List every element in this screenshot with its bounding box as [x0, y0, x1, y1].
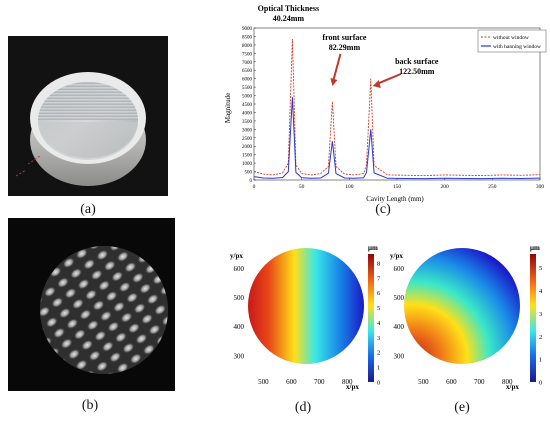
colorbar-tick-label: 3 [539, 311, 542, 318]
x-tick-label: 600 [446, 378, 457, 386]
x-axis-label-d: x/px [346, 383, 359, 391]
caption-b: (b) [81, 398, 99, 413]
colorbar-tick-label: 8 [377, 260, 380, 267]
x-tick-label: 500 [418, 378, 429, 386]
colorbar-tick-label: 3 [377, 335, 380, 342]
y-tick-label: 500 [394, 294, 405, 302]
y-tick-label: 5000 [242, 95, 253, 100]
y-tick-label: 600 [394, 265, 405, 273]
colorbar-tick-label: 2 [377, 350, 380, 357]
front-surface-arrowhead [330, 78, 338, 86]
spectrum-plot: 0500100015002000250030003500400045005000… [224, 4, 547, 203]
interferogram-photo [8, 218, 175, 391]
y-tick-label: 500 [245, 171, 253, 176]
colorbar-tick-label: 4 [377, 320, 381, 327]
y-tick-label: 5500 [242, 86, 253, 91]
colorbar-d [368, 254, 374, 382]
y-tick-label: 7000 [242, 61, 253, 66]
caption-d: (d) [294, 400, 312, 415]
back-surface-arrowhead [372, 80, 381, 88]
interferogram-drawing [8, 218, 175, 391]
caption-e: (e) [454, 400, 470, 415]
colorbar-unit-d: μm [368, 244, 378, 252]
y-tick-label: 300 [394, 352, 405, 360]
caption-c: (c) [375, 202, 391, 217]
y-tick-label: 4000 [242, 111, 253, 116]
annotation-back-surface: back surface [395, 57, 439, 66]
colorbar-unit-e: μm [530, 244, 540, 252]
y-tick-label: 3500 [242, 120, 253, 125]
x-tick-label: 600 [286, 378, 297, 386]
x-tick-label: 150 [393, 184, 402, 190]
x-tick-label: 700 [314, 378, 325, 386]
y-tick-label: 500 [234, 294, 245, 302]
x-axis-label: Cavity Length (mm) [366, 195, 424, 203]
y-tick-label: 300 [234, 352, 245, 360]
x-tick-label: 300 [536, 184, 545, 190]
y-tick-label: 400 [394, 323, 405, 331]
y-tick-label: 600 [234, 265, 245, 273]
x-tick-label: 700 [474, 378, 485, 386]
legend-with-hanning-window: with hanning window [493, 44, 541, 50]
y-tick-label: 2500 [242, 137, 253, 142]
x-tick-label: 200 [441, 184, 450, 190]
surface-map-e-plot: 500 600 700 800 300 400 500 600 0 1 2 3 4 5 y/px x/p… [390, 244, 543, 391]
y-tick-label: 6000 [242, 78, 253, 83]
y-tick-label: 7500 [242, 52, 253, 57]
y-tick-label: 4500 [242, 103, 253, 108]
annotation-optical-thickness: Optical Thickness [258, 4, 319, 13]
x-tick-label: 250 [488, 184, 497, 190]
series-with-hanning-window [253, 97, 541, 180]
glass-sample-photo [8, 36, 168, 196]
front-surface-arrow [332, 53, 342, 81]
colorbar-tick-label: 5 [539, 265, 542, 272]
x-tick-label: 800 [342, 378, 353, 386]
back-surface-arrow [376, 73, 402, 85]
glass-sample-drawing [8, 36, 168, 196]
y-tick-label: 8500 [242, 35, 253, 40]
x-axis-label-e: x/px [506, 383, 519, 391]
caption-a: (a) [80, 202, 96, 217]
colorbar-tick-label: 1 [539, 357, 542, 364]
annotation-front-surface: front surface [322, 33, 367, 42]
colorbar-tick-label: 6 [377, 290, 381, 297]
y-tick-label: 9000 [242, 27, 253, 32]
x-tick-label: 500 [258, 378, 269, 386]
y-tick-label: 400 [234, 323, 245, 331]
colorbar-tick-label: 1 [377, 365, 380, 372]
series-without-window [253, 38, 541, 177]
y-tick-label: 6500 [242, 69, 253, 74]
colorbar-tick-label: 0 [539, 380, 542, 387]
surface-map-e: 500 600 700 800 300 400 500 600 0 1 2 3 4 5 y/px x/p… [388, 214, 550, 394]
y-tick-label: 1000 [242, 162, 253, 167]
annotation-optical-thickness-value: 40.24mm [273, 14, 305, 23]
annotation-back-surface-value: 122.50mm [399, 67, 435, 76]
legend-without-window: without window [493, 35, 529, 41]
y-tick-label: 2000 [242, 145, 253, 150]
cavity-spectrum-chart: 0 500 1000 1500 2000 2500 3000 3500 4000 4500 5000… [212, 0, 550, 210]
y-tick-label: 8000 [242, 44, 253, 49]
y-axis-label-e: y/px [390, 252, 403, 260]
y-axis-label: Magnitude [224, 93, 232, 123]
x-tick-label: 800 [502, 378, 513, 386]
annotation-front-surface-value: 82.29mm [329, 43, 361, 52]
colorbar-tick-label: 4 [539, 288, 543, 295]
surface-disc-d [248, 248, 364, 364]
colorbar-tick-label: 5 [377, 305, 380, 312]
y-tick-label: 3000 [242, 128, 253, 133]
colorbar-tick-label: 2 [539, 334, 542, 341]
x-tick-label: 50 [299, 184, 305, 190]
surface-disc-e [404, 248, 520, 364]
legend: without window with hanning window [477, 29, 547, 53]
y-tick-label: 0 [250, 179, 253, 184]
colorbar-tick-label: 7 [377, 275, 381, 282]
y-axis-label-d: y/px [230, 252, 243, 260]
colorbar-tick-label: 0 [377, 380, 380, 387]
x-tick-label: 100 [345, 184, 354, 190]
x-tick-label: 0 [253, 184, 256, 190]
colorbar-e [530, 254, 536, 382]
y-tick-label: 1500 [242, 154, 253, 159]
